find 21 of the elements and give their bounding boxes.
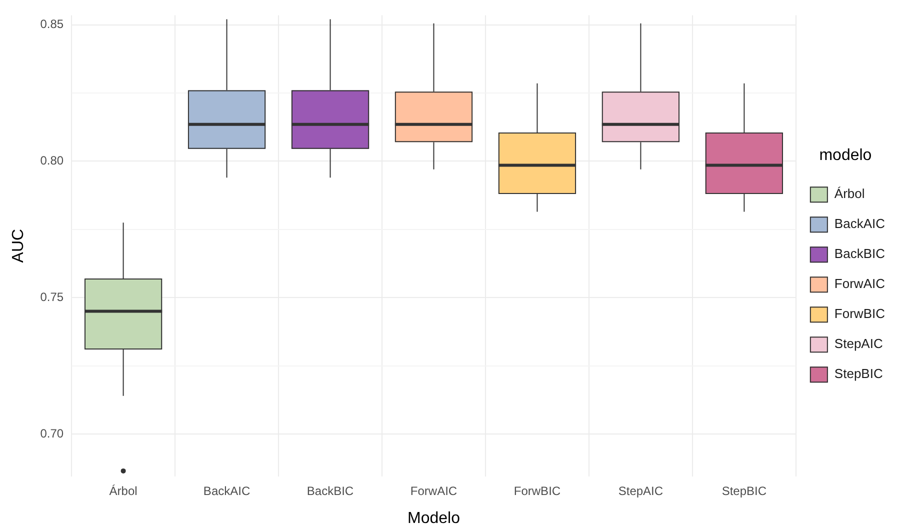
- legend-label: ForwAIC: [834, 276, 885, 292]
- x-tick-label: ForwBIC: [514, 484, 561, 498]
- y-tick-label: 0.75: [40, 290, 64, 304]
- legend-label: BackBIC: [834, 246, 886, 262]
- legend-label: Árbol: [834, 186, 865, 202]
- legend-label: StepBIC: [834, 366, 883, 382]
- y-tick-label: 0.70: [40, 426, 64, 440]
- x-tick-label: StepAIC: [618, 484, 664, 498]
- x-tick-label: Árbol: [109, 484, 138, 498]
- legend-label: StepAIC: [834, 336, 883, 352]
- y-tick-label: 0.85: [40, 17, 64, 32]
- x-axis-title: Modelo: [408, 510, 460, 527]
- y-tick-label: 0.80: [40, 154, 64, 168]
- y-axis-title: AUC: [10, 228, 28, 263]
- legend-label: ForwBIC: [834, 306, 885, 322]
- x-tick-label: StepBIC: [722, 484, 767, 498]
- legend-title: modelo: [819, 146, 872, 164]
- legend-label: BackAIC: [834, 216, 886, 232]
- x-tick-label: BackBIC: [306, 484, 354, 498]
- x-tick-label: ForwAIC: [410, 484, 458, 498]
- x-tick-label: BackAIC: [203, 484, 250, 498]
